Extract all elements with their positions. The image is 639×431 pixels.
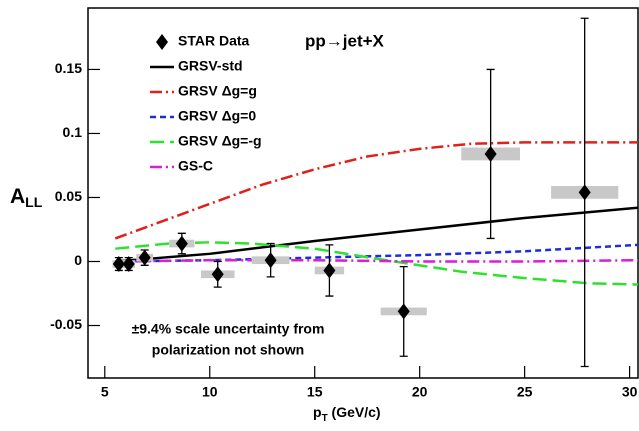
annotation: pp→jet+X [305,31,385,50]
y-axis-label: ALL [10,185,43,210]
curve [115,241,638,286]
data-point [578,184,591,201]
x-axis-label: pT (GeV/c) [313,404,381,424]
x-tick-label: 15 [307,384,323,400]
legend-label: STAR Data [178,33,250,49]
y-tick-label: 0.15 [55,60,82,76]
data-point [397,303,410,320]
data-point [122,256,135,273]
data-point [175,235,188,252]
y-tick-label: 0.05 [55,188,82,204]
y-tick-label: -0.05 [50,316,82,332]
x-label-main: p [313,404,322,420]
x-tick-label: 25 [517,384,533,400]
data-point [112,256,125,273]
data-point [138,249,151,266]
x-tick-label: 20 [412,384,428,400]
data-point [264,252,277,269]
data-point [484,145,497,162]
curve [115,206,638,263]
legend-label: GRSV Δg=g [178,83,257,99]
legend-label: GRSV Δg=0 [178,108,256,124]
x-tick-label: 10 [202,384,218,400]
y-label-sub: LL [25,194,43,210]
curve [115,258,638,263]
x-label-sub: T [322,413,328,424]
x-label-unit: (GeV/c) [328,404,381,420]
data-point [211,266,224,283]
curve [114,141,638,240]
legend-marker [156,34,168,50]
y-tick-label: 0 [74,252,82,268]
legend-label: GRSV Δg=-g [178,133,262,149]
data-point [323,262,336,279]
plot-frame [87,7,639,379]
x-tick-label: 30 [622,384,638,400]
y-label-main: A [10,185,25,208]
y-tick-label: 0.1 [63,124,83,140]
x-tick-label: 5 [101,384,109,400]
legend-label: GRSV-std [178,58,243,74]
legend-label: GS-C [178,158,213,174]
note: polarization not shown [152,342,304,358]
plot-area [112,17,638,368]
note: ±9.4% scale uncertainty from [132,321,325,337]
